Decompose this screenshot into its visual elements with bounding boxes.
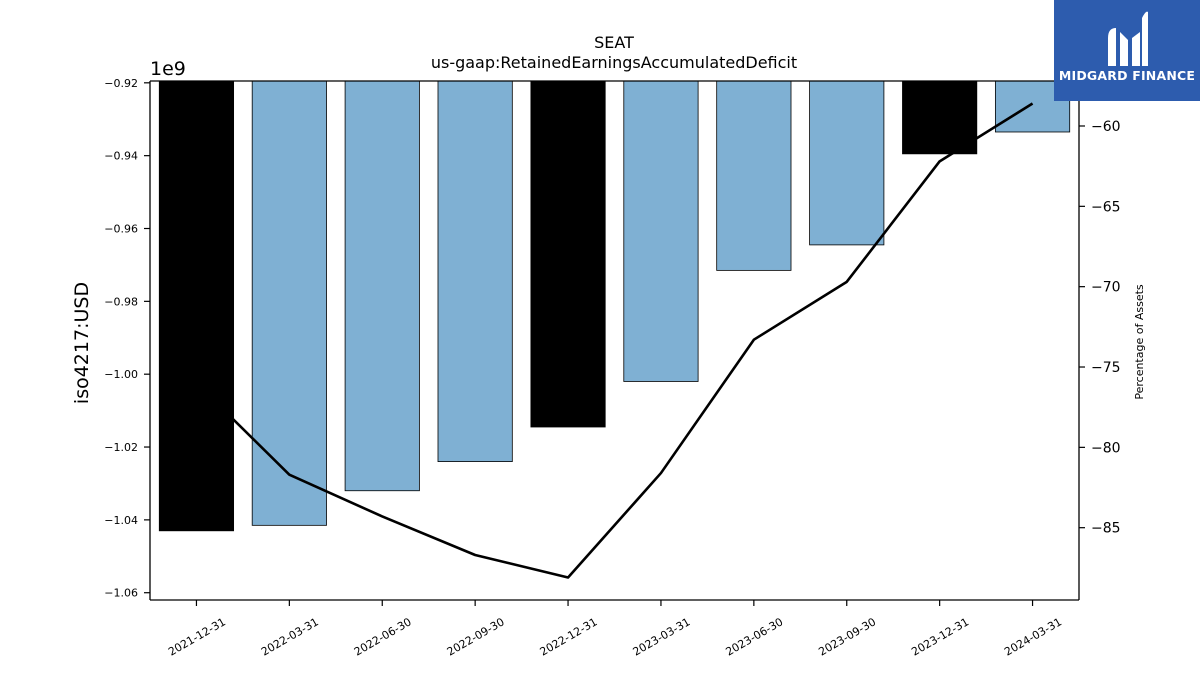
x-tick-label: 2023-09-30 bbox=[816, 615, 878, 658]
bar-2023-09-30 bbox=[809, 80, 885, 246]
percentage-line bbox=[195, 102, 1034, 579]
y-tick-label: −1.04 bbox=[104, 514, 138, 527]
y-tick-label: −1.06 bbox=[104, 587, 138, 600]
bar-2023-12-31 bbox=[902, 80, 978, 155]
x-tick-label: 2022-09-30 bbox=[445, 615, 507, 658]
bar-2022-09-30 bbox=[437, 80, 513, 463]
percentage-line-series bbox=[195, 102, 1034, 579]
y2-tick-label: −75 bbox=[1091, 360, 1121, 376]
x-tick-label: 2023-12-31 bbox=[909, 615, 971, 658]
bar-2022-12-31 bbox=[530, 80, 606, 428]
bar-2022-06-30 bbox=[344, 80, 420, 492]
y2-axis-label: Percentage of Assets bbox=[1133, 284, 1146, 400]
bar-2021-12-31 bbox=[158, 80, 235, 532]
y-tick-label: −0.92 bbox=[104, 77, 138, 90]
y-axis-label: iso4217:USD bbox=[71, 282, 93, 404]
bar-2022-03-31 bbox=[251, 80, 327, 526]
y2-tick-label: −65 bbox=[1091, 199, 1121, 215]
x-tick-label: 2022-12-31 bbox=[538, 615, 600, 658]
bar-series bbox=[158, 80, 1071, 532]
x-tick-label: 2024-03-31 bbox=[1002, 615, 1064, 658]
y2-tick-label: −80 bbox=[1091, 440, 1121, 456]
chart-subtitle: us-gaap:RetainedEarningsAccumulatedDefic… bbox=[431, 53, 797, 72]
y2-tick-label: −60 bbox=[1091, 119, 1121, 135]
y2-tick-label: −70 bbox=[1091, 280, 1121, 296]
x-tick-label: 2023-03-31 bbox=[631, 615, 693, 658]
y-tick-label: −1.02 bbox=[104, 441, 138, 454]
y-offset-label: 1e9 bbox=[150, 58, 186, 80]
bar-2023-06-30 bbox=[716, 80, 792, 271]
x-tick-label: 2022-06-30 bbox=[352, 615, 414, 658]
x-tick-label: 2023-06-30 bbox=[723, 615, 785, 658]
midgard-finance-logo: MIDGARD FINANCE bbox=[1054, 0, 1200, 101]
y2-tick-label: −85 bbox=[1091, 521, 1121, 537]
logo-text: MIDGARD FINANCE bbox=[1058, 68, 1196, 83]
y-tick-label: −0.96 bbox=[104, 223, 138, 236]
x-tick-label: 2022-03-31 bbox=[259, 615, 321, 658]
y-tick-label: −1.00 bbox=[104, 368, 138, 381]
x-tick-label: 2021-12-31 bbox=[166, 615, 228, 658]
y-tick-label: −0.98 bbox=[104, 295, 138, 308]
y-tick-label: −0.94 bbox=[104, 150, 138, 163]
chart-title: SEAT bbox=[594, 33, 634, 52]
bar-2023-03-31 bbox=[623, 80, 699, 382]
midgard-logo-icon bbox=[1108, 11, 1148, 67]
